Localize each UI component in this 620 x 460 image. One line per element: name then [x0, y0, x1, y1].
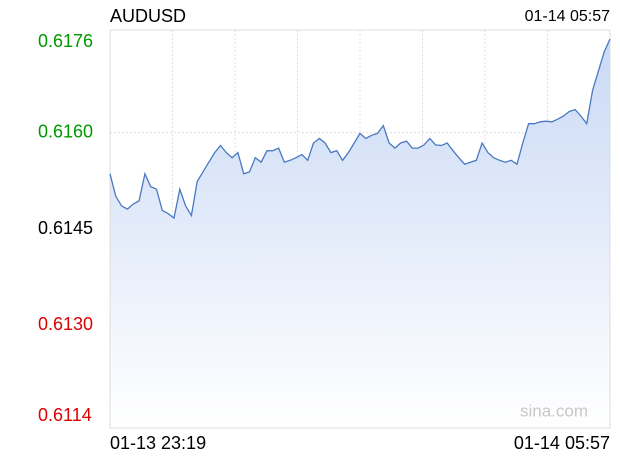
x-tick-label: 01-13 23:19 [110, 433, 206, 453]
y-tick-label: 0.6176 [38, 31, 93, 51]
y-tick-label: 0.6130 [38, 314, 93, 334]
area [110, 39, 610, 428]
y-tick-label: 0.6114 [38, 405, 92, 425]
y-tick-label: 0.6145 [38, 218, 93, 238]
watermark: sina.com [520, 401, 588, 420]
timestamp: 01-14 05:57 [525, 8, 611, 25]
line [109, 38, 611, 220]
x-tick-label: 01-14 05:57 [514, 433, 610, 453]
plot-frame [109, 29, 611, 429]
chart-title: AUDUSD [110, 6, 186, 26]
y-tick-label: 0.6160 [38, 121, 93, 141]
